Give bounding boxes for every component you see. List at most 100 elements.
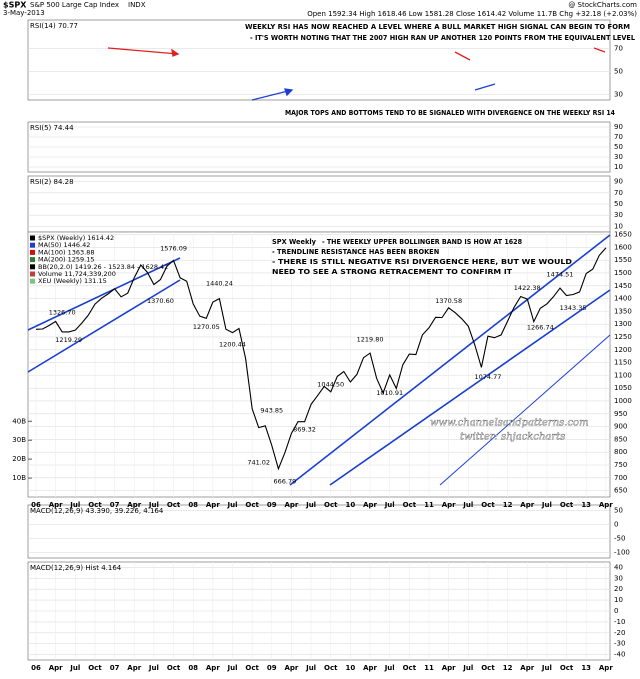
annotation: - THE WEEKLY UPPER BOLLINGER BAND IS HOW… [322, 238, 522, 246]
x-tick-label: Apr [520, 664, 534, 672]
x-tick-label: Apr [206, 664, 220, 672]
x-tick-label: 07 [110, 664, 120, 672]
panel-frame [27, 504, 611, 559]
y-tick-label: 1000 [614, 397, 632, 405]
y-tick-label: 750 [614, 461, 627, 469]
y-tick-label: -20 [614, 629, 625, 637]
legend-entry: MA(50) 1446.42 [38, 241, 90, 249]
price-label: 741.02 [247, 458, 270, 466]
x-tick-label: 11 [424, 501, 434, 509]
y-tick-label: 90 [614, 123, 623, 131]
x-tick-label: Apr [127, 664, 141, 672]
y-tick-label: 1150 [614, 359, 632, 367]
legend-entry: BB(20,2.0) 1419.26 - 1523.84 - 1628.42 [38, 263, 168, 271]
y-tick-label: 20 [614, 585, 623, 593]
annotation: NEED TO SEE A STRONG RETRACEMENT TO CONF… [272, 268, 513, 276]
x-tick-label: 11 [424, 664, 434, 672]
x-tick-label: 09 [267, 664, 277, 672]
x-tick-label: Apr [520, 501, 534, 509]
legend-entry: MA(200) 1259.15 [38, 256, 94, 264]
volume-tick-label: 30B [12, 436, 26, 444]
legend-entry: Volume 11,724,339,200 [38, 270, 116, 278]
x-tick-label: Jul [462, 664, 473, 672]
volume-tick-label: 20B [12, 455, 26, 463]
x-tick-label: Apr [363, 501, 377, 509]
y-tick-label: 850 [614, 435, 627, 443]
x-tick-label: Jul [227, 501, 238, 509]
y-tick-label: 10 [614, 222, 623, 230]
price-label: 869.32 [293, 425, 316, 433]
x-tick-label: Apr [599, 501, 613, 509]
x-tick-label: Jul [462, 501, 473, 509]
price-label: 1576.09 [160, 244, 187, 252]
x-tick-label: Apr [363, 664, 377, 672]
x-tick-label: Jul [69, 501, 80, 509]
legend-swatch [30, 242, 35, 248]
price-label: 943.85 [260, 406, 283, 414]
x-tick-label: Oct [481, 664, 495, 672]
x-tick-label: Apr [599, 664, 613, 672]
x-tick-label: Oct [403, 664, 417, 672]
y-tick-label: 30 [614, 211, 623, 219]
y-tick-label: 50 [614, 200, 623, 208]
volume-tick-label: 10B [12, 474, 26, 482]
y-tick-label: 650 [614, 487, 627, 495]
x-tick-label: Jul [541, 664, 552, 672]
panel-frame [27, 19, 611, 101]
x-tick-label: Oct [560, 664, 574, 672]
y-tick-label: 30 [614, 574, 623, 582]
price-label: 1474.51 [547, 270, 574, 278]
x-tick-label: Apr [49, 664, 63, 672]
y-tick-label: 700 [614, 474, 627, 482]
x-tick-label: Jul [227, 664, 238, 672]
legend-entry: MA(100) 1363.88 [38, 248, 94, 256]
y-tick-label: 0 [614, 521, 618, 529]
y-tick-label: 1600 [614, 243, 632, 251]
legend-swatch [30, 249, 35, 255]
volume-tick-label: 40B [12, 417, 26, 425]
price-label: 1326.70 [49, 308, 76, 316]
x-tick-label: Oct [245, 501, 259, 509]
x-tick-label: 12 [503, 664, 513, 672]
panel-label: RSI(2) 84.28 [30, 178, 74, 186]
y-tick-label: 900 [614, 423, 627, 431]
y-tick-label: 50 [614, 67, 623, 75]
price-label: 1219.80 [357, 336, 384, 344]
price-label: 666.79 [274, 477, 297, 485]
annotation: - TRENDLINE RESISTANCE HAS BEEN BROKEN [272, 248, 439, 256]
price-label: 1270.05 [193, 323, 220, 331]
y-tick-label: 50 [614, 143, 623, 151]
panel-label: RSI(14) 70.77 [30, 22, 78, 30]
y-tick-label: -10 [614, 618, 625, 626]
y-tick-label: 1100 [614, 371, 632, 379]
x-tick-label: Oct [560, 501, 574, 509]
date: 3-May-2013 [3, 9, 45, 17]
x-tick-label: Jul [148, 501, 159, 509]
x-tick-label: Jul [305, 501, 316, 509]
x-tick-label: Oct [324, 501, 338, 509]
y-tick-label: 1050 [614, 384, 632, 392]
decor [27, 47, 611, 486]
price-label: 1074.77 [475, 373, 502, 381]
x-tick-label: Jul [305, 664, 316, 672]
panel-label: RSI(5) 74.44 [30, 124, 74, 132]
x-tick-label: Apr [49, 501, 63, 509]
legend-entry: XEU (Weekly) 131.15 [38, 277, 107, 285]
y-tick-label: 1500 [614, 269, 632, 277]
y-tick-label: 1650 [614, 231, 632, 239]
twitter: twitter: shjackcharts [460, 432, 565, 443]
x-tick-label: Jul [384, 501, 395, 509]
panel-title: SPX Weekly [272, 238, 317, 246]
y-tick-label: 0 [614, 607, 618, 615]
panel-frame [27, 231, 611, 498]
x-tick-label: Oct [88, 664, 102, 672]
y-tick-label: -30 [614, 640, 625, 648]
exchange: INDX [128, 1, 146, 9]
x-tick-label: Oct [167, 501, 181, 509]
y-tick-label: 1350 [614, 307, 632, 315]
legend-swatch [30, 264, 35, 270]
y-tick-label: -40 [614, 651, 625, 659]
price-label: 1343.35 [560, 304, 587, 312]
x-tick-label: Jul [69, 664, 80, 672]
